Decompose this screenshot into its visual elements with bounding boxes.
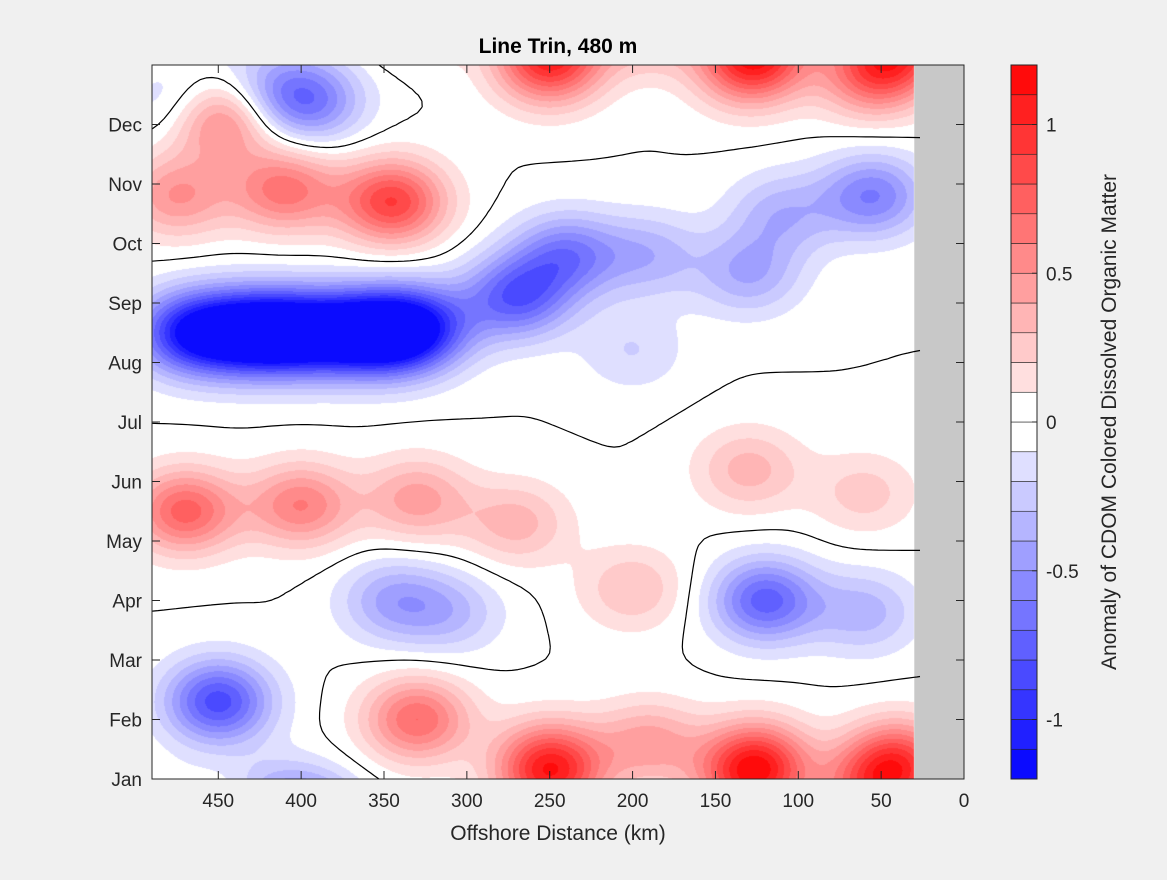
colorbar-level [1010, 391, 1038, 423]
colorbar-level [1010, 748, 1038, 780]
x-axis-title: Offshore Distance (km) [450, 822, 666, 845]
colorbar-level [1010, 570, 1038, 601]
x-tick-label: 350 [368, 791, 400, 812]
y-tick-label: Jan [111, 770, 142, 791]
y-tick-label: Apr [112, 592, 142, 613]
colorbar-level [1010, 689, 1038, 720]
y-tick-label: Jul [118, 413, 142, 434]
colorbar-level [1010, 629, 1038, 661]
colorbar-level [1010, 362, 1038, 393]
x-tick-label: 450 [202, 791, 234, 812]
colorbar-level [1010, 64, 1038, 96]
colorbar-level [1010, 213, 1038, 244]
colorbar-level [1010, 659, 1038, 691]
colorbar-level [1010, 540, 1038, 572]
colorbar-level [1010, 481, 1038, 512]
heatmap-field [152, 65, 964, 779]
x-tick-label: 50 [871, 791, 892, 812]
colorbar-level [1010, 243, 1038, 274]
colorbar-level [1010, 510, 1038, 542]
x-tick-label: 0 [959, 791, 970, 812]
colorbar-level [1010, 600, 1038, 631]
colorbar-level [1010, 302, 1038, 334]
x-tick-label: 300 [451, 791, 483, 812]
colorbar-level [1010, 124, 1038, 155]
x-tick-label: 400 [285, 791, 317, 812]
y-tick-label: Oct [112, 235, 142, 256]
y-tick-label: Nov [108, 175, 142, 196]
y-tick-label: Sep [108, 294, 142, 315]
colorbar-level [1010, 183, 1038, 215]
x-tick-label: 250 [534, 791, 566, 812]
chart-title: Line Trin, 480 m [479, 35, 638, 58]
colorbar-tick-label: 0.5 [1046, 264, 1072, 285]
x-axis-ticks: 450 400 350 300 250 200 150 100 50 0 [202, 65, 969, 812]
colorbar-tick-label: -0.5 [1046, 562, 1079, 583]
colorbar-level [1010, 332, 1038, 363]
y-tick-label: Mar [109, 651, 142, 672]
colorbar-level [1010, 719, 1038, 750]
colorbar-tick-label: 0 [1046, 413, 1057, 434]
colorbar-level [1010, 451, 1038, 482]
colorbar-level [1010, 421, 1038, 453]
x-tick-label: 150 [700, 791, 732, 812]
colorbar-level [1010, 94, 1038, 125]
colorbar-tick-label: -1 [1046, 711, 1063, 732]
colorbar-title: Anomaly of CDOM Colored Dissolved Organi… [1098, 174, 1121, 670]
y-axis-ticks: Jan Feb Mar Apr May Jun Jul Aug Sep Oct Nov Dec [106, 116, 964, 791]
x-tick-label: 200 [617, 791, 649, 812]
y-tick-label: Jun [111, 473, 142, 494]
colorbar-level [1010, 153, 1038, 185]
colorbar-tick-label: 1 [1046, 116, 1057, 137]
colorbar [1010, 64, 1038, 780]
colorbar-level [1010, 272, 1038, 304]
y-tick-label: Feb [109, 711, 142, 732]
y-tick-label: May [106, 532, 142, 553]
x-tick-label: 100 [782, 791, 814, 812]
colorbar-ticks: -1 -0.5 0 0.5 1 [1032, 116, 1079, 732]
y-tick-label: Aug [108, 354, 142, 375]
no-data-region [914, 65, 964, 779]
y-tick-label: Dec [108, 116, 142, 137]
